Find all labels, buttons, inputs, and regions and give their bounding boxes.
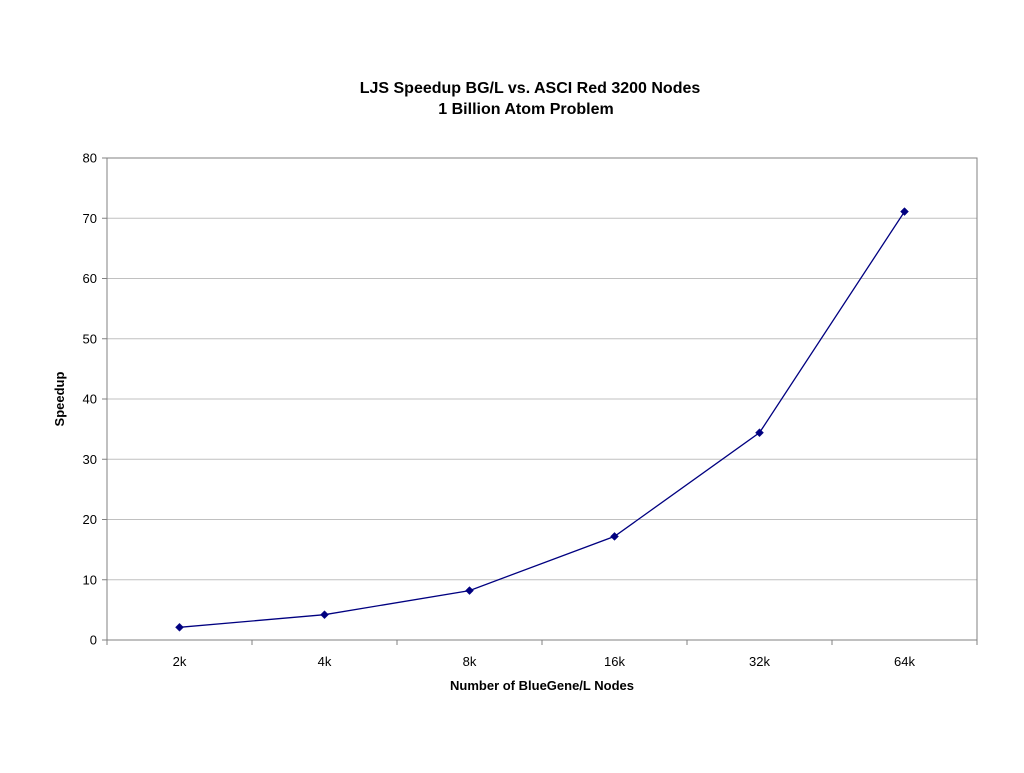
x-axis-label: Number of BlueGene/L Nodes [450, 678, 634, 693]
x-tick-label-2k: 2k [173, 654, 187, 669]
x-tick-label-8k: 8k [463, 654, 477, 669]
chart-subtitle: 1 Billion Atom Problem [438, 101, 613, 118]
data-point-64k [900, 207, 909, 216]
x-tick-label-4k: 4k [318, 654, 332, 669]
chart-title: LJS Speedup BG/L vs. ASCI Red 3200 Nodes [360, 80, 701, 97]
x-tick-label-64k: 64k [894, 654, 915, 669]
y-tick-label-40: 40 [83, 392, 97, 407]
y-tick-label-50: 50 [83, 331, 97, 346]
y-tick-label-10: 10 [83, 572, 97, 587]
y-tick-label-60: 60 [83, 271, 97, 286]
x-axis-ticks: 2k 4k 8k 16k 32k 64k [106, 640, 978, 669]
x-tick-label-32k: 32k [749, 654, 770, 669]
y-tick-label-30: 30 [83, 452, 97, 467]
y-axis-ticks: 0 10 20 30 40 50 60 70 80 [83, 151, 107, 648]
data-point-8k [465, 586, 474, 595]
x-tick-label-16k: 16k [604, 654, 625, 669]
data-point-4k [320, 610, 329, 620]
y-tick-label-0: 0 [90, 633, 97, 648]
y-tick-label-20: 20 [83, 512, 97, 527]
data-point-32k [755, 428, 764, 438]
gridlines [107, 217, 977, 581]
y-axis-label: Speedup [52, 371, 67, 426]
series-layer [175, 207, 909, 632]
series-line-0 [179, 211, 906, 628]
data-point-2k [175, 622, 184, 632]
y-tick-label-80: 80 [83, 151, 97, 166]
y-tick-label-70: 70 [83, 211, 97, 226]
data-point-16k [610, 532, 619, 541]
